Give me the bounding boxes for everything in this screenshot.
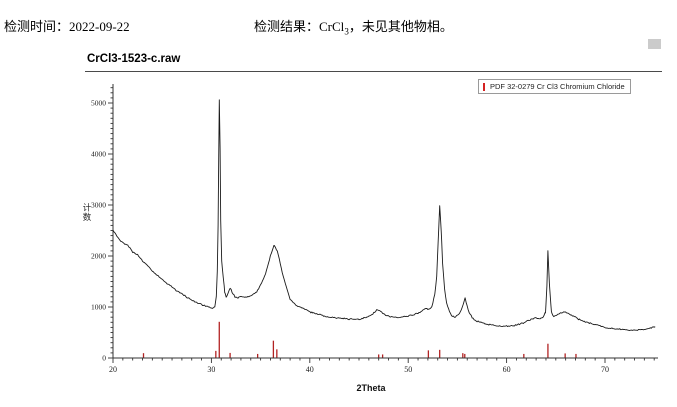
x-tick-label: 50 bbox=[404, 365, 412, 374]
title-underline bbox=[85, 71, 662, 72]
y-tick-label: 1000 bbox=[91, 303, 106, 312]
x-tick-label: 40 bbox=[306, 365, 314, 374]
test-result-label: 检测结果： bbox=[254, 19, 320, 34]
x-tick-label: 60 bbox=[503, 365, 511, 374]
x-tick-label: 30 bbox=[207, 365, 215, 374]
y-tick-label: 2000 bbox=[91, 252, 106, 261]
y-axis-title: 计数 bbox=[82, 203, 92, 222]
y-tick-label: 5000 bbox=[91, 99, 106, 108]
test-time-label: 检测时间： bbox=[4, 19, 70, 34]
y-tick-label: 4000 bbox=[91, 150, 106, 159]
diffraction-curve bbox=[112, 99, 656, 331]
legend-label: PDF 32-0279 Cr Cl3 Chromium Chloride bbox=[490, 81, 625, 91]
test-result-formula: CrCl bbox=[319, 19, 345, 34]
test-time-line: 检测时间：2022-09-22 bbox=[4, 16, 130, 35]
x-axis-title: 2Theta bbox=[356, 383, 386, 393]
x-tick-label: 70 bbox=[601, 365, 609, 374]
y-tick-label: 0 bbox=[102, 354, 106, 363]
chart-title: CrCl3-1523-c.raw bbox=[87, 53, 181, 65]
test-result-formula-subscript: 3 bbox=[344, 26, 349, 37]
test-result-line: 检测结果：CrCl3，未见其他物相。 bbox=[254, 16, 453, 37]
test-time-value: 2022-09-22 bbox=[69, 19, 130, 34]
legend: PDF 32-0279 Cr Cl3 Chromium Chloride bbox=[478, 79, 631, 94]
test-result-note: ，未见其他物相。 bbox=[348, 19, 453, 34]
reference-bar-icon bbox=[483, 82, 485, 91]
corner-artifact bbox=[648, 39, 661, 49]
x-tick-label: 20 bbox=[109, 365, 117, 374]
y-tick-label: 3000 bbox=[91, 201, 106, 210]
